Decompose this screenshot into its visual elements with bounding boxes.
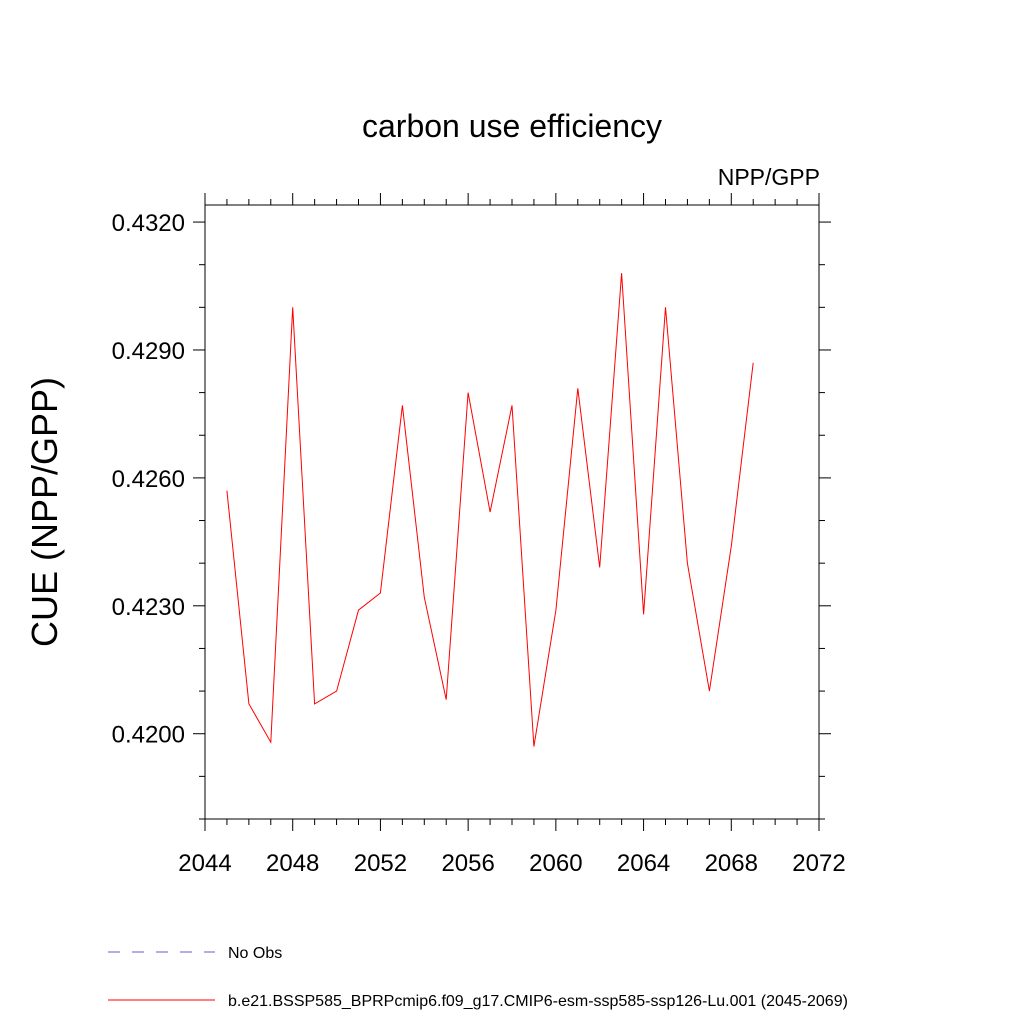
x-tick-label: 2052	[354, 850, 407, 877]
plot-frame	[204, 204, 820, 820]
y-tick-label: 0.4230	[112, 594, 185, 621]
legend-label: No Obs	[228, 945, 282, 962]
y-tick-label: 0.4260	[112, 466, 185, 493]
x-tick-label: 2048	[266, 850, 319, 877]
chart-subtitle: NPP/GPP	[718, 164, 820, 190]
series-line-1	[226, 273, 754, 747]
x-tick-label: 2064	[617, 850, 670, 877]
y-axis-label: CUE (NPP/GPP)	[24, 377, 65, 647]
y-tick-label: 0.4200	[112, 722, 185, 749]
axis-ticks: 2044 2048 2052 2056 2060 2064 2068 2072 0.4200 0.…	[112, 193, 846, 877]
x-tick-label: 2044	[178, 850, 231, 877]
x-tick-label: 2072	[792, 850, 845, 877]
y-tick-label: 0.4290	[112, 338, 185, 365]
x-tick-label: 2068	[705, 850, 758, 877]
legend-label: b.e21.BSSP585_BPRPcmip6.f09_g17.CMIP6-es…	[228, 993, 848, 1010]
x-tick-label: 2060	[529, 850, 582, 877]
series-layer	[226, 273, 754, 747]
y-tick-label: 0.4320	[112, 210, 185, 237]
x-tick-label: 2056	[441, 850, 494, 877]
legend: No Obs b.e21.BSSP585_BPRPcmip6.f09_g17.CM…	[108, 945, 848, 1010]
chart-title: carbon use efficiency	[362, 108, 662, 144]
